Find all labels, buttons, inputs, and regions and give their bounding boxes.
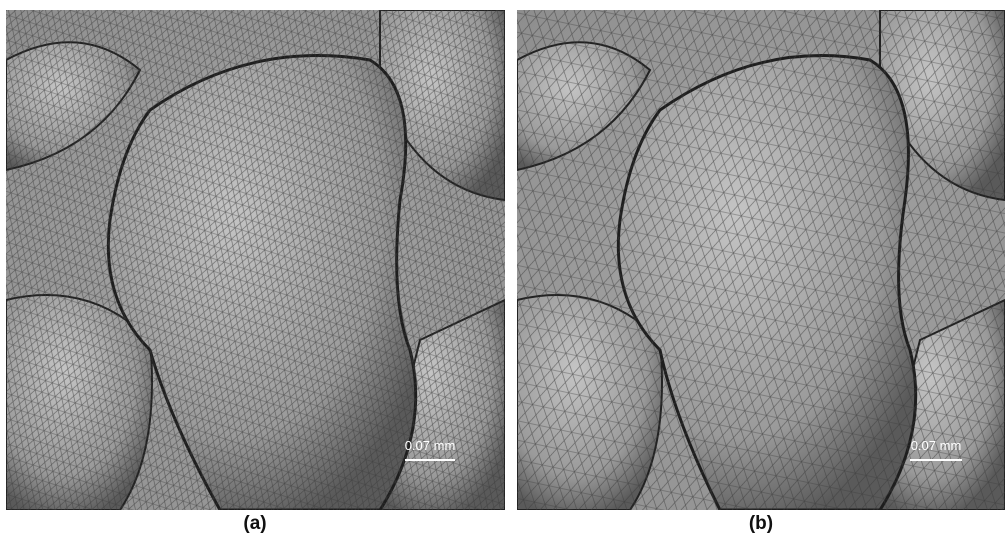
panel-caption: (b) <box>749 513 773 534</box>
panel-caption: (a) <box>243 513 266 534</box>
panel-b: 0.07 mm <box>517 10 1005 510</box>
scale-bar-label: 0.07 mm <box>405 438 456 453</box>
panel-a: 0.07 mm <box>6 10 505 510</box>
scale-bar-label: 0.07 mm <box>911 438 962 453</box>
figure: 0.07 mm 0.07 mm (a) (b) <box>0 0 1005 537</box>
